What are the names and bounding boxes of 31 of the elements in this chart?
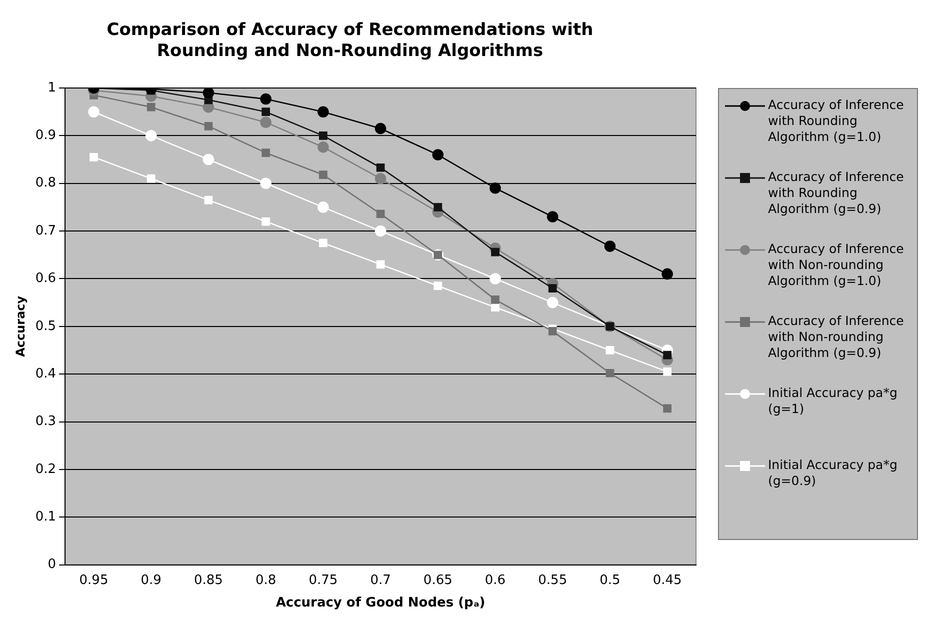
- x-tick-label: 0.65: [423, 572, 452, 588]
- y-tick-label: 0.7: [35, 223, 56, 238]
- legend-label: Initial Accuracy pa*g (g=0.9): [768, 457, 898, 489]
- y-tick-label: 1: [48, 80, 56, 96]
- x-tick-label: 0.75: [308, 572, 338, 588]
- x-tick-label: 0.5: [600, 572, 620, 588]
- legend-label: Accuracy of Inference with Rounding Algorithm (g=1.0): [768, 97, 905, 145]
- x-tick-label: 0.7: [370, 572, 391, 588]
- x-axis-title: Accuracy of Good Nodes (pₐ): [276, 596, 486, 611]
- y-tick-label: 0: [48, 557, 56, 572]
- y-tick-label: 0.5: [35, 318, 56, 334]
- y-tick-label: 0.9: [35, 128, 56, 144]
- legend-label: Accuracy of Inference with Non-rounding Algorithm (g=0.9): [768, 313, 905, 361]
- x-tick-label: 0.85: [194, 572, 223, 588]
- legend-label: Accuracy of Inference with Rounding Algorithm (g=0.9): [768, 169, 905, 217]
- legend-label: Accuracy of Inference with Non-rounding Algorithm (g=1.0): [768, 241, 905, 289]
- y-tick-label: 0.2: [35, 462, 56, 477]
- y-axis-title: Accuracy: [13, 296, 28, 357]
- y-tick-label: 0.4: [35, 366, 56, 382]
- x-tick-label: 0.8: [255, 572, 276, 588]
- y-tick-label: 0.6: [35, 271, 56, 286]
- x-tick-label: 0.55: [538, 572, 568, 588]
- x-tick-label: 0.9: [140, 572, 162, 588]
- x-tick-label: 0.6: [484, 572, 506, 588]
- y-tick-label: 0.3: [35, 414, 56, 430]
- x-tick-label: 0.95: [79, 572, 108, 588]
- y-tick-label: 0.8: [35, 176, 56, 191]
- chart-title: Comparison of Accuracy of Recommendations with Rounding and Non-Rounding Algorithms: [106, 20, 594, 62]
- y-tick-label: 0.1: [35, 509, 56, 524]
- x-tick-label: 0.45: [652, 572, 682, 588]
- legend-label: Initial Accuracy pa*g (g=1): [768, 385, 898, 417]
